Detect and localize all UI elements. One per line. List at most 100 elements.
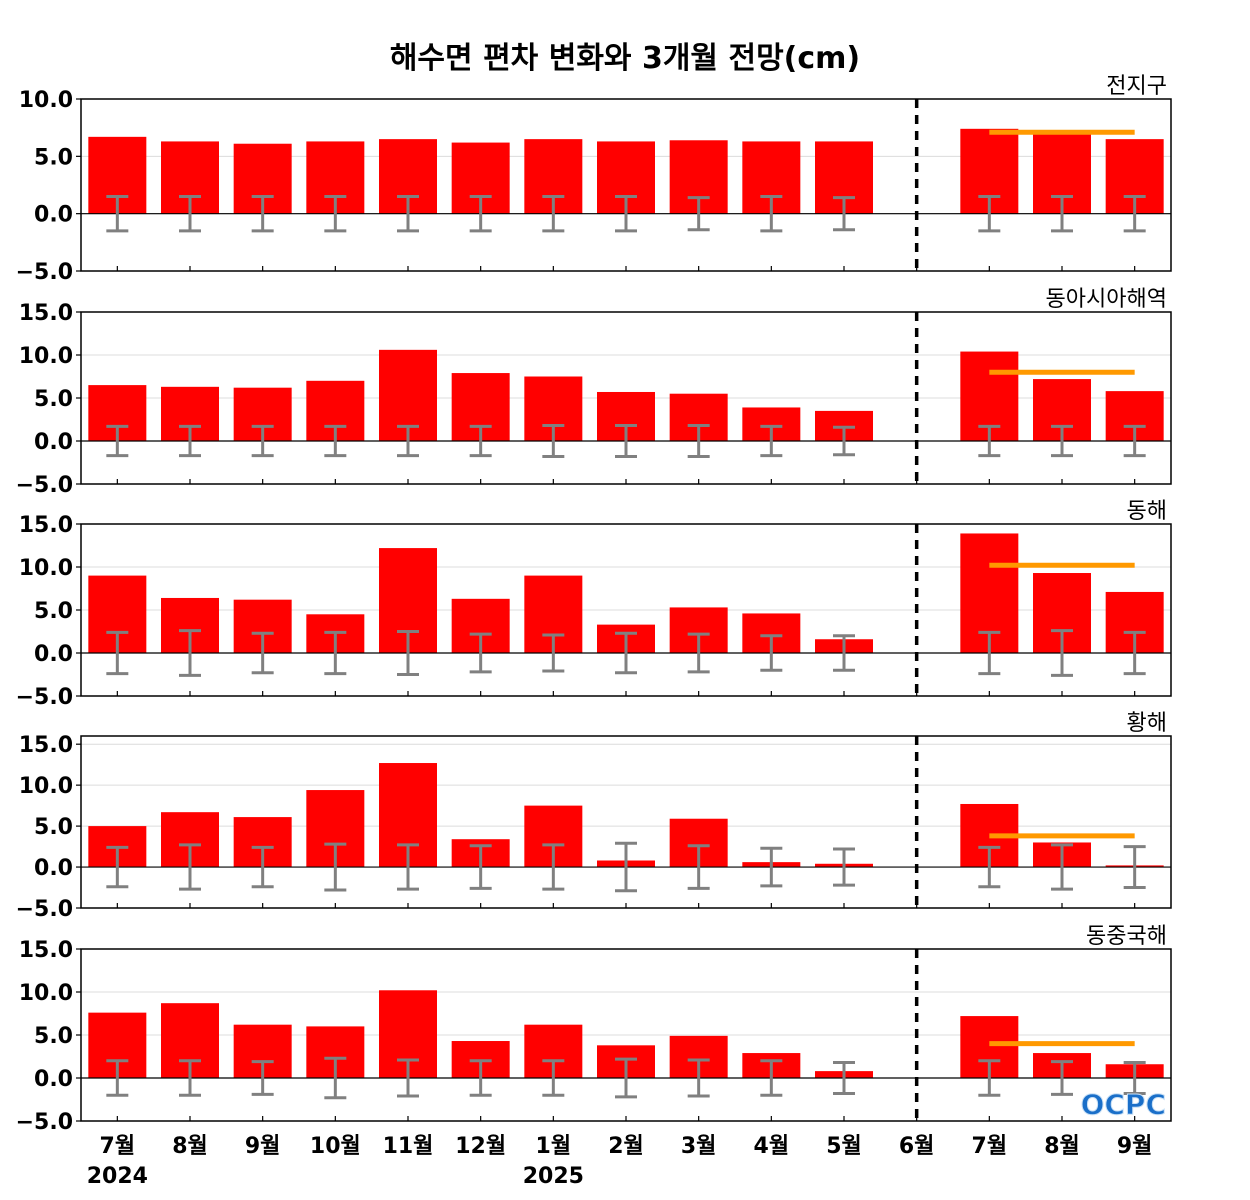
panel-frame — [80, 735, 1172, 909]
error-bar — [179, 1059, 201, 1097]
error-bar — [469, 194, 492, 233]
error-bar — [1051, 629, 1073, 677]
y-tick-label: 15.0 — [19, 938, 73, 963]
x-tick-label: 12월 — [455, 1134, 506, 1159]
y-tick-label: 5.0 — [34, 387, 73, 412]
error-bar — [324, 630, 347, 676]
error-bar — [542, 1059, 565, 1097]
error-bar — [179, 843, 201, 891]
error-bar — [978, 424, 1001, 458]
y-tick-label: 15.0 — [19, 733, 73, 758]
error-bar — [615, 841, 637, 893]
error-bar — [1051, 1060, 1073, 1096]
error-bar — [106, 424, 129, 458]
error-bar — [760, 424, 783, 458]
y-tick-label: 10.0 — [19, 774, 73, 799]
panel-1: 10.0 5.0 0.0 −5.0 전지구 — [16, 74, 1172, 285]
error-bar — [251, 1060, 274, 1096]
x-tick-label: 3월 — [681, 1134, 717, 1159]
error-bar — [324, 194, 347, 233]
error-bar — [833, 847, 855, 887]
error-bar — [251, 631, 274, 675]
error-bar — [106, 845, 129, 889]
error-bar — [687, 1058, 710, 1098]
y-tick-label: 0.0 — [34, 430, 73, 455]
error-bar — [1051, 843, 1073, 891]
error-bar — [469, 424, 492, 458]
y-tick-label: 10.0 — [19, 344, 73, 369]
error-bar — [542, 194, 565, 233]
panel-frame — [80, 98, 1172, 272]
error-bar — [397, 194, 419, 233]
error-bar — [615, 1057, 637, 1099]
error-bar — [251, 424, 274, 458]
x-tick-label: 9월 — [1117, 1134, 1153, 1159]
error-bar — [251, 845, 274, 889]
y-tick-label: 0.0 — [34, 203, 73, 228]
y-tick-label: −5.0 — [16, 897, 73, 922]
panel-title: 동해 — [1127, 499, 1167, 524]
error-bar — [1123, 424, 1146, 458]
error-bar — [179, 194, 201, 233]
error-bar — [833, 425, 855, 457]
panel-3: 15.0 10.0 5.0 0.0 −5.0 동해 — [16, 499, 1172, 710]
y-tick-label: 15.0 — [19, 513, 73, 538]
x-axis-labels: 7월 8월 9월 10월 11월 12월 1월 2월 3월 4월 5월 6월 7월 8월 9월 2024 202… — [87, 1134, 1153, 1189]
error-bar — [978, 630, 1001, 676]
x-tick-label: 8월 — [172, 1134, 208, 1159]
error-bar — [106, 1059, 129, 1097]
error-bar — [106, 630, 129, 676]
x-tick-label: 7월 — [972, 1134, 1008, 1159]
x-tick-label: 9월 — [245, 1134, 281, 1159]
error-bar — [469, 844, 492, 890]
panel-2: 15.0 10.0 5.0 0.0 −5.0 동아시아해역 — [16, 287, 1172, 498]
error-bar — [542, 424, 565, 458]
error-bar — [1123, 1061, 1146, 1095]
y-tick-label: −5.0 — [16, 685, 73, 710]
y-tick-label: 5.0 — [34, 815, 73, 840]
x-tick-label: 6월 — [899, 1134, 935, 1159]
error-bar — [1123, 845, 1146, 890]
error-bar — [833, 1061, 855, 1095]
y-tick-label: 5.0 — [34, 599, 73, 624]
chart-panels: 10.0 5.0 0.0 −5.0 전지구 15.0 10.0 5.0 0.0 −5.0 동아시아해… — [16, 74, 1172, 1135]
error-bar — [542, 843, 565, 891]
y-tick-label: 10.0 — [19, 981, 73, 1006]
error-bar — [615, 194, 637, 233]
x-tick-label: 10월 — [310, 1134, 361, 1159]
y-tick-label: 15.0 — [19, 301, 73, 326]
error-bar — [469, 632, 492, 674]
x-tick-label: 1월 — [536, 1134, 572, 1159]
error-bar — [324, 424, 347, 458]
error-bar — [179, 629, 201, 677]
error-bar — [324, 1056, 347, 1100]
y-tick-label: 0.0 — [34, 1067, 73, 1092]
x-tick-label: 4월 — [754, 1134, 790, 1159]
error-bar — [760, 194, 783, 233]
panel-title: 황해 — [1127, 711, 1167, 736]
panel-title: 동아시아해역 — [1046, 287, 1167, 312]
error-bar — [179, 424, 201, 458]
y-tick-label: −5.0 — [16, 260, 73, 285]
error-bar — [1051, 194, 1073, 233]
x-tick-label: 2월 — [608, 1134, 644, 1159]
year-label: 2024 — [87, 1164, 148, 1189]
error-bar — [833, 634, 855, 672]
chart-title: 해수면 편차 변화와 3개월 전망(cm) — [390, 41, 860, 76]
ocpc-logo: OCPC — [1081, 1088, 1166, 1121]
y-tick-label: 10.0 — [19, 556, 73, 581]
error-bar — [397, 1058, 419, 1098]
error-bar — [1123, 630, 1146, 676]
y-tick-label: 5.0 — [34, 145, 73, 170]
error-bar — [687, 424, 710, 458]
error-bar — [978, 1059, 1001, 1097]
error-bar — [106, 194, 129, 233]
error-bar — [397, 843, 419, 891]
error-bar — [760, 1059, 783, 1097]
panel-title: 전지구 — [1106, 74, 1167, 99]
error-bar — [324, 842, 347, 892]
error-bar — [397, 630, 419, 676]
error-bar — [397, 424, 419, 458]
error-bar — [469, 1059, 492, 1097]
